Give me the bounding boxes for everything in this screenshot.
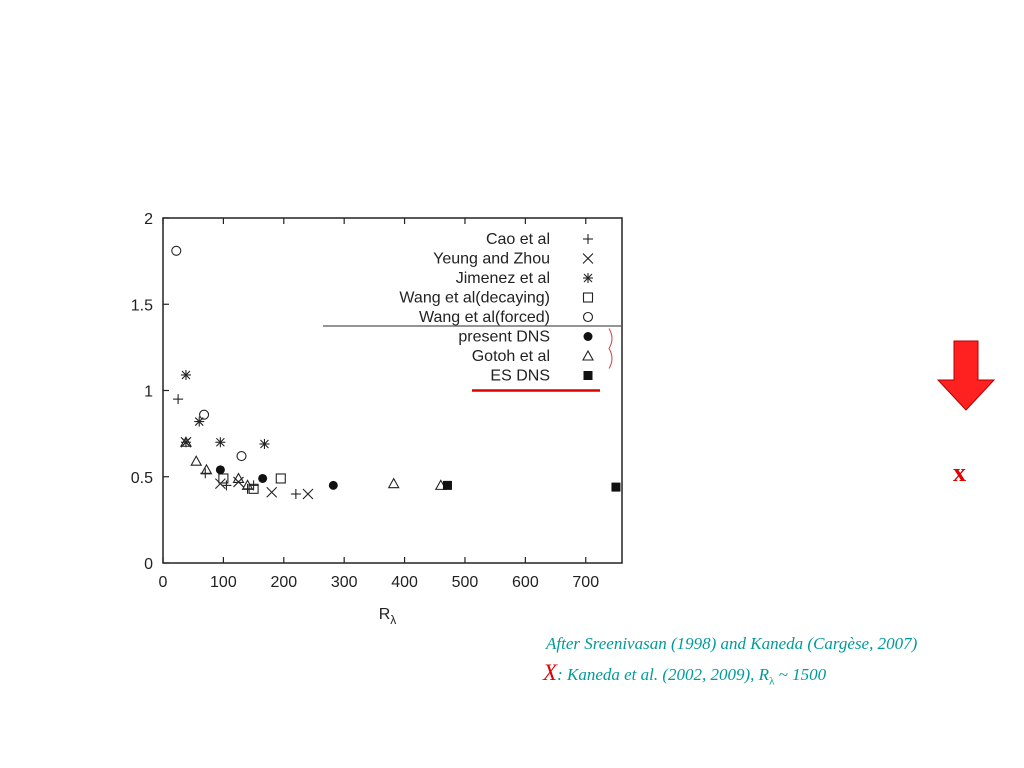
- legend-label: Gotoh et al: [472, 348, 550, 365]
- data-point: [215, 465, 225, 475]
- caption-kaneda-text: : Kaneda et al. (2002, 2009), R: [557, 665, 770, 684]
- y-tick-label: 1.5: [131, 297, 153, 314]
- data-point: [328, 480, 338, 490]
- y-tick-label: 2: [144, 211, 153, 228]
- data-point: [387, 477, 400, 489]
- x-axis-label: Rλ: [379, 606, 397, 627]
- legend-label: Cao et al: [486, 231, 550, 248]
- data-point: [241, 479, 254, 490]
- data-point: [215, 437, 226, 448]
- data-point: [214, 478, 226, 490]
- data-point: [442, 480, 452, 490]
- x-tick-label: 600: [512, 574, 539, 591]
- data-point: [173, 394, 184, 405]
- y-tick-label: 1: [144, 384, 153, 401]
- data-point: [302, 488, 314, 500]
- data-point: [233, 476, 244, 488]
- data-point: [171, 245, 182, 256]
- x-tick-label: 200: [270, 574, 297, 591]
- data-point: [221, 480, 232, 491]
- data-point: [218, 473, 229, 484]
- chart-legend: Cao et al Yeung and Zhou Jimenez et al Wang…: [323, 231, 622, 392]
- legend-label: ES DNS: [490, 368, 550, 385]
- legend-label: Jimenez et al: [456, 270, 550, 287]
- legend-marker: [582, 253, 594, 264]
- caption-kaneda: X: Kaneda et al. (2002, 2009), Rλ ~ 1500: [543, 660, 826, 687]
- data-point: [200, 463, 213, 475]
- data-point: [194, 416, 205, 427]
- data-point: [190, 455, 203, 466]
- data-point: [199, 409, 210, 420]
- data-point: [236, 450, 247, 462]
- data-point: [180, 436, 192, 447]
- caption-source: After Sreenivasan (1998) and Kaneda (Car…: [546, 634, 918, 653]
- x-tick-label: 0: [159, 574, 168, 591]
- legend-marker: [582, 311, 594, 323]
- data-point: [180, 369, 191, 380]
- y-tick-label: 0: [144, 556, 153, 573]
- x-tick-label: 700: [572, 574, 599, 591]
- legend-marker: [583, 234, 593, 244]
- legend-label: Wang et al(decaying): [399, 290, 550, 307]
- caption-x-marker: X: [543, 660, 558, 685]
- legend-marker: [582, 349, 594, 361]
- x-tick-label: 500: [452, 574, 479, 591]
- x-tick-label: 100: [210, 574, 237, 591]
- legend-marker: [583, 332, 593, 341]
- legend-marker: [583, 371, 593, 380]
- legend-label: Yeung and Zhou: [433, 251, 550, 268]
- down-arrow-icon: [936, 340, 996, 411]
- legend-marker: [582, 292, 594, 303]
- data-point: [290, 489, 301, 499]
- series-wang-et-al-forced: [171, 245, 247, 462]
- y-tick-label: 0.5: [131, 470, 153, 487]
- data-point: [275, 473, 286, 484]
- legend-label: present DNS: [458, 329, 550, 346]
- series-present-dns: [215, 465, 338, 490]
- data-point: [611, 482, 621, 492]
- data-point: [232, 472, 245, 484]
- data-point: [259, 438, 270, 449]
- series-jimenez-et-al: [180, 369, 270, 449]
- series-es-dns: [442, 480, 621, 492]
- legend-marker: [583, 273, 593, 283]
- x-tick-label: 400: [391, 574, 418, 591]
- side-x-marker: x: [953, 458, 966, 487]
- data-point: [266, 486, 278, 498]
- data-point: [258, 473, 268, 483]
- x-tick-label: 300: [331, 574, 358, 591]
- caption-kaneda-suffix: ~ 1500: [774, 665, 827, 684]
- series-wang-et-al-decaying: [218, 473, 286, 494]
- legend-bracket: [608, 328, 613, 369]
- legend-label: Wang et al(forced): [419, 309, 550, 326]
- scatter-chart: 0 100 200 300 400 500 600 700 0 0.5 1 1.5 2 Rλ Cao et …: [131, 211, 623, 627]
- caption-kaneda-sub: λ: [769, 675, 775, 688]
